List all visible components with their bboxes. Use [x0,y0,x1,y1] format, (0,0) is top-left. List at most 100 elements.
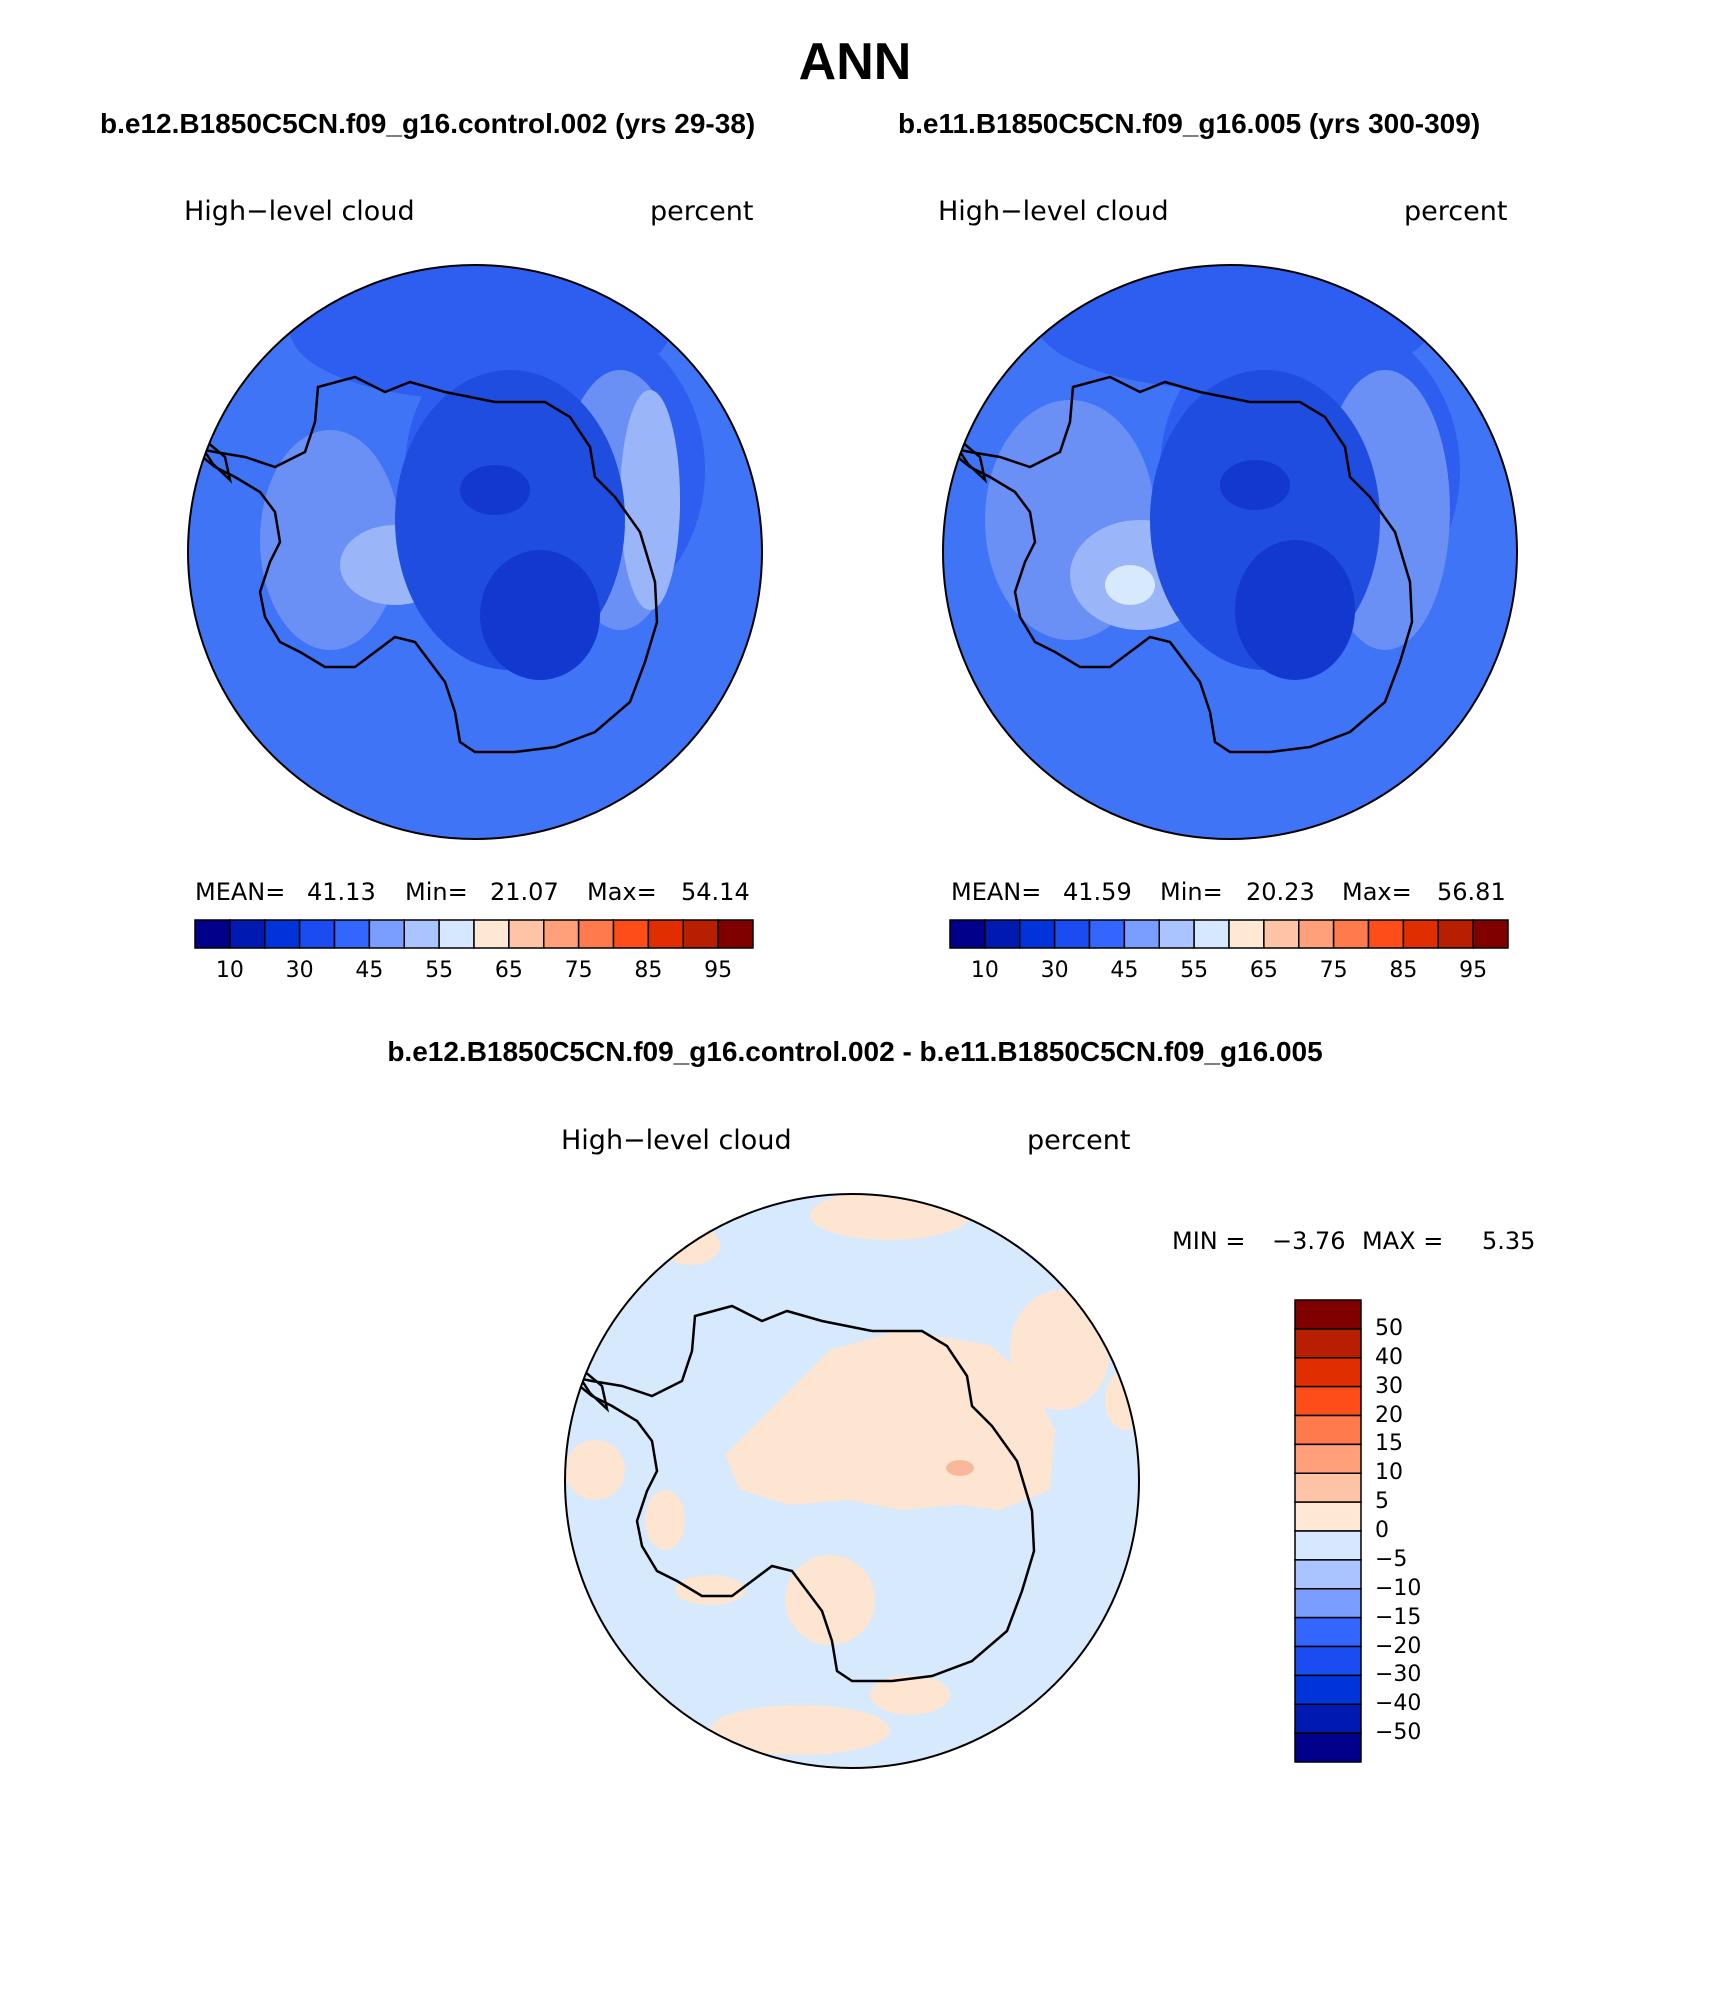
diff-colorbar-tick-label: −20 [1375,1633,1422,1659]
left-colorbar-swatch [577,919,615,949]
left-colorbar-tick-label: 10 [215,958,244,983]
diff-colorbar-swatch [1294,1674,1362,1705]
right-colorbar-swatch [1088,919,1126,949]
diff-colorbar-swatch [1294,1588,1362,1619]
right-min-value: 20.23 [1246,878,1315,906]
left-units-label: percent [650,196,754,227]
diff-colorbar-tick-label: 30 [1375,1373,1403,1399]
left-colorbar-swatch [612,919,650,949]
diff-colorbar-swatch [1294,1732,1362,1763]
left-colorbar-swatch [508,919,545,949]
left-max-value: 54.14 [681,878,750,906]
right-colorbar-swatch [1228,919,1265,949]
diff-colorbar-tick-label: −30 [1375,1662,1422,1688]
right-colorbar-swatch [1402,919,1439,949]
right-colorbar-tick-label: 85 [1389,958,1418,983]
left-colorbar-swatch [438,919,475,949]
diff-min-value: −3.76 [1272,1227,1346,1255]
diff-colorbar-tick-label: 20 [1375,1402,1403,1428]
left-colorbar-swatch [682,919,719,949]
diff-colorbar-tick-label: −10 [1375,1575,1422,1601]
right-colorbar-tick-label: 75 [1319,958,1348,983]
diff-max-label: MAX = [1362,1227,1444,1255]
right-colorbar-tick-label: 30 [1040,958,1069,983]
left-colorbar-tick-label: 45 [355,958,384,983]
diff-colorbar-tick-label: 0 [1375,1518,1389,1543]
diff-variable-label: High−level cloud [561,1125,792,1156]
diff-map-border [564,1193,1140,1769]
diff-colorbar-swatch [1294,1385,1362,1417]
left-colorbar-swatch [298,919,336,949]
left-colorbar-tick-label: 85 [634,958,663,983]
left-colorbar-tick-label: 95 [704,958,733,983]
right-colorbar-swatch [1019,919,1056,949]
right-case-label: b.e11.B1850C5CN.f09_g16.005 (yrs 300-309… [898,108,1481,139]
diff-colorbar-swatch [1294,1443,1362,1474]
left-colorbar-tick-label: 30 [285,958,314,983]
left-colorbar-swatch [194,919,231,949]
right-colorbar-tick-label: 55 [1180,958,1209,983]
right-units-label: percent [1404,196,1508,227]
diff-colorbar-swatch [1294,1559,1362,1590]
diff-colorbar-swatch [1294,1645,1362,1677]
right-variable-label: High−level cloud [938,196,1169,227]
left-variable-label: High−level cloud [184,196,415,227]
left-colorbar-swatch [543,919,580,949]
diff-colorbar-tick-label: −15 [1375,1604,1422,1630]
diff-colorbar-tick-label: −40 [1375,1691,1422,1717]
right-colorbar-swatch [1332,919,1370,949]
diff-units-label: percent [1027,1125,1131,1156]
diff-colorbar-swatch [1294,1357,1362,1388]
diff-colorbar-swatch [1294,1299,1362,1330]
diff-map [565,1194,1139,1768]
left-min-value: 21.07 [490,878,559,906]
diff-colorbar-tick-label: 50 [1375,1315,1403,1341]
left-colorbar-swatch [368,919,405,949]
left-colorbar-swatch [229,919,266,949]
right-colorbar [949,919,1509,949]
diff-case-label: b.e12.B1850C5CN.f09_g16.control.002 - b.… [387,1036,1323,1067]
diff-colorbar-tick-label: −50 [1375,1720,1422,1746]
left-colorbar-swatch [473,919,510,949]
right-colorbar-swatch [1472,919,1509,949]
diff-colorbar-swatch [1294,1472,1362,1503]
right-min-label: Min= [1160,878,1223,906]
diff-colorbar-swatch [1294,1616,1362,1648]
left-min-label: Min= [405,878,468,906]
diff-min-label: MIN = [1172,1227,1246,1255]
left-colorbar-tick-label: 75 [564,958,593,983]
diff-colorbar-tick-label: 40 [1375,1344,1403,1370]
diff-colorbar-tick-label: 5 [1375,1489,1389,1515]
left-mean-value: 41.13 [307,878,376,906]
right-colorbar-swatch [1367,919,1405,949]
left-max-label: Max= [587,878,657,906]
right-map [943,265,1517,839]
right-colorbar-tick-label: 10 [970,958,999,983]
page-title: ANN [798,33,912,91]
diff-colorbar-swatch [1294,1703,1362,1734]
left-mean-label: MEAN= [195,878,286,906]
right-colorbar-tick-label: 65 [1249,958,1278,983]
diff-colorbar-tick-label: −5 [1375,1546,1408,1572]
right-mean-value: 41.59 [1063,878,1132,906]
right-colorbar-swatch [1123,919,1160,949]
right-max-label: Max= [1342,878,1412,906]
right-map-border [942,264,1518,840]
right-mean-label: MEAN= [951,878,1042,906]
diff-colorbar-tick-label: 10 [1375,1460,1403,1486]
diff-colorbar-swatch [1294,1530,1362,1561]
right-max-value: 56.81 [1437,878,1506,906]
right-colorbar-tick-label: 45 [1110,958,1139,983]
right-colorbar-swatch [1298,919,1335,949]
right-colorbar-swatch [1263,919,1300,949]
left-colorbar-tick-label: 55 [425,958,454,983]
diff-colorbar-swatch [1294,1414,1362,1446]
right-colorbar-swatch [1053,919,1091,949]
diff-colorbar [1294,1299,1362,1763]
right-colorbar-swatch [984,919,1021,949]
right-colorbar-swatch [1158,919,1195,949]
left-colorbar-tick-label: 65 [494,958,523,983]
left-map-border [187,264,763,840]
left-colorbar-swatch [333,919,371,949]
